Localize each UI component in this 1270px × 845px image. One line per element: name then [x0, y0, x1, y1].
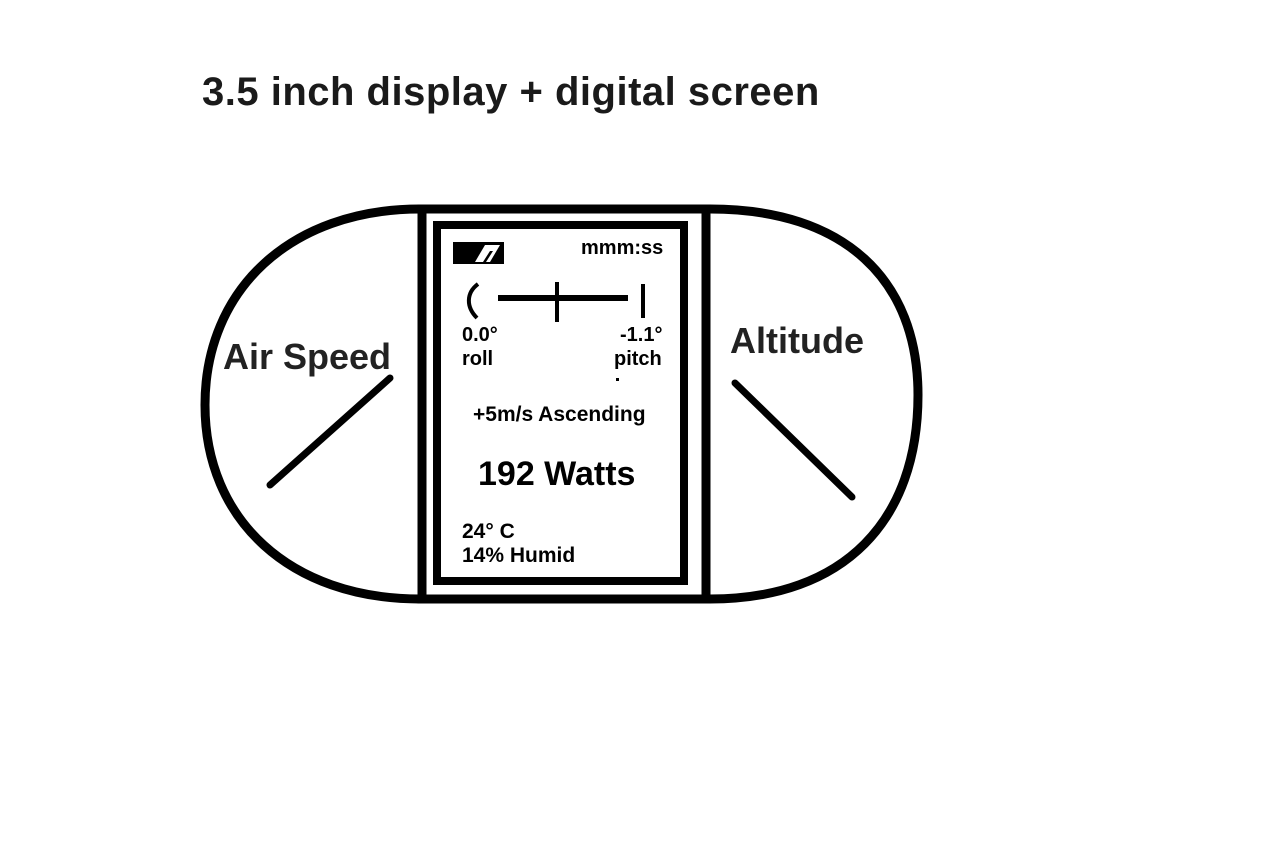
altitude-label: Altitude: [730, 320, 864, 361]
humidity-readout: 14% Humid: [462, 544, 576, 567]
pitch-label: pitch: [614, 348, 662, 370]
roll-value: 0.0°: [462, 324, 498, 346]
altitude-needle: [731, 379, 856, 501]
pitch-dot: [616, 378, 619, 381]
clock-readout: mmm:ss: [581, 237, 664, 259]
airspeed-needle: [266, 374, 394, 489]
battery-icon: [453, 242, 504, 264]
power-readout: 192 Watts: [478, 455, 636, 493]
roll-indicator: [466, 282, 480, 320]
roll-label: roll: [462, 348, 494, 370]
diagram-title: 3.5 inch display + digital screen: [202, 70, 820, 114]
pitch-value: -1.1°: [620, 324, 663, 346]
airspeed-label: Air Speed: [223, 336, 392, 377]
temperature-readout: 24° C: [462, 520, 515, 543]
climb-rate: +5m/s Ascending: [473, 403, 646, 426]
